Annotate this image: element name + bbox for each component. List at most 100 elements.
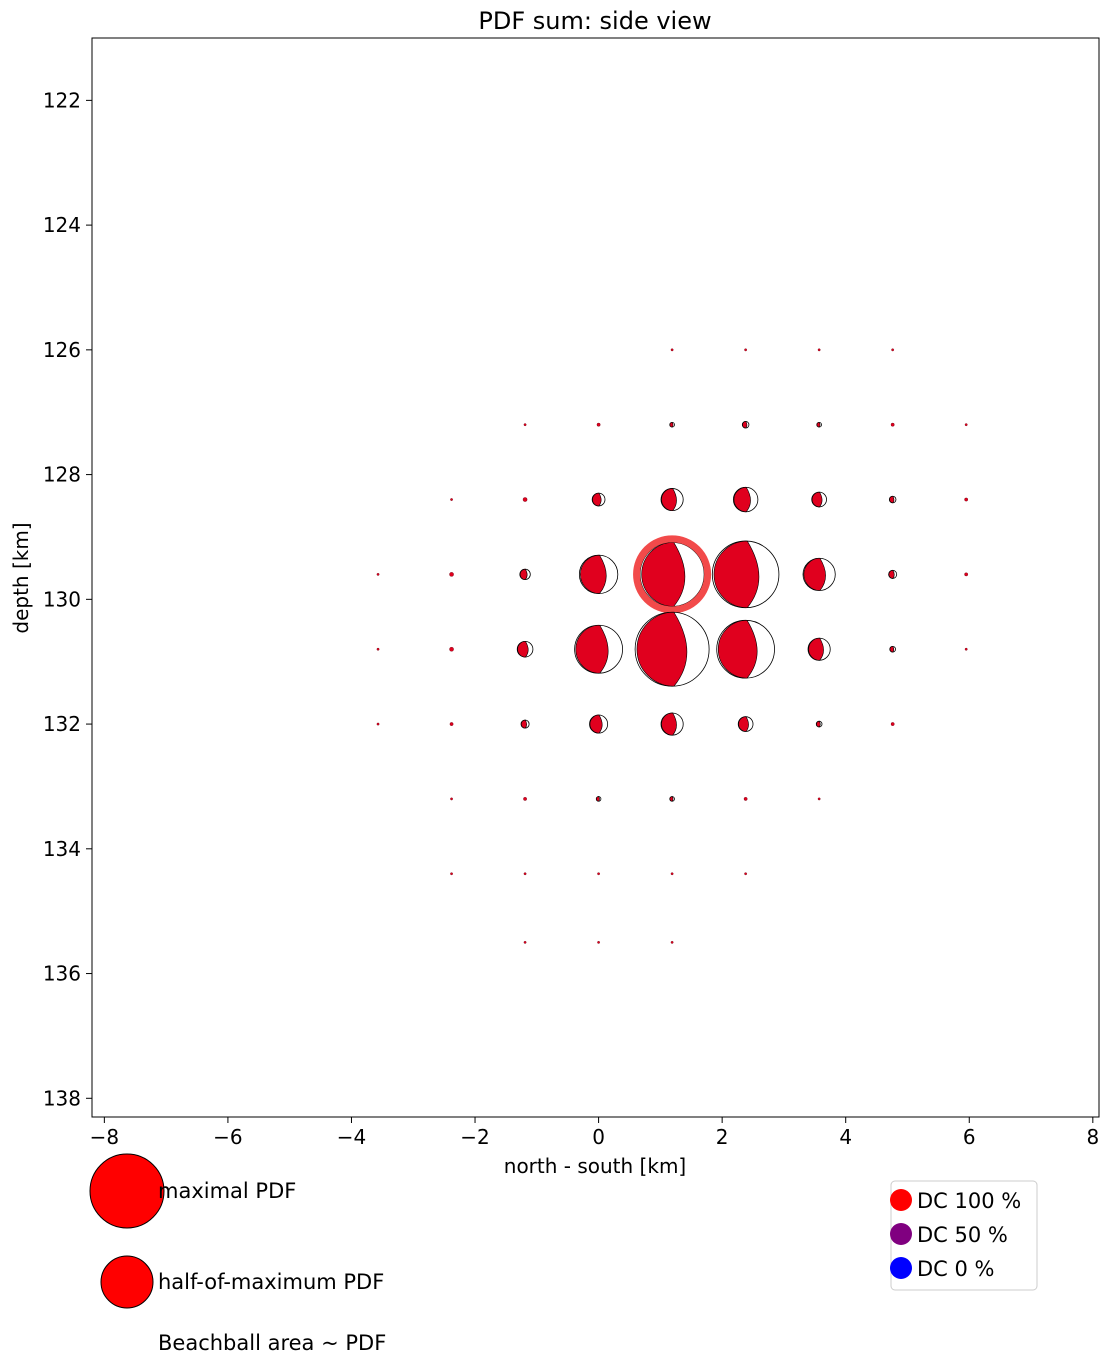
beachball <box>523 872 527 876</box>
beachball-lobe <box>888 570 895 579</box>
beachball-dot <box>964 647 968 651</box>
beachball <box>888 569 898 579</box>
x-axis-label: north - south [km] <box>504 1154 686 1178</box>
beachball-lobe <box>596 796 600 802</box>
beachball <box>449 646 454 652</box>
beachball-dot <box>670 872 674 876</box>
beachball-dot <box>670 348 674 352</box>
dc-legend-swatch <box>890 1223 912 1245</box>
beachball-dot <box>450 797 453 801</box>
beachball-dot <box>522 497 528 502</box>
beachball-lobe <box>661 712 677 736</box>
beachball-lobe <box>742 421 748 429</box>
beachball <box>732 486 759 513</box>
beachball <box>520 719 530 729</box>
dc-legend-label: DC 50 % <box>917 1223 1008 1247</box>
beachball-dot <box>450 498 453 501</box>
chart-title: PDF sum: side view <box>478 7 711 35</box>
beachball-lobe <box>713 540 760 608</box>
beachball-lobe <box>816 720 821 728</box>
dc-legend-swatch <box>890 1257 912 1279</box>
beachball-dot <box>890 422 895 427</box>
dc-legend-label: DC 100 % <box>917 1189 1021 1213</box>
beachball <box>964 647 968 651</box>
beachball-lobe <box>575 624 609 674</box>
beachball <box>639 541 705 607</box>
beachball-lobe <box>517 641 529 658</box>
beachball <box>807 637 831 661</box>
beachball <box>596 422 601 427</box>
beachball <box>578 554 619 595</box>
y-tick-label: 126 <box>43 338 81 362</box>
beachball <box>669 796 675 802</box>
beachball <box>523 423 527 427</box>
beachball <box>890 422 895 427</box>
beachball-dot <box>596 422 601 427</box>
beachball-dot <box>523 940 527 944</box>
beachball-dot <box>449 722 454 726</box>
x-axis: −8 −6 −4 −2 0 2 4 6 8 <box>90 1117 1099 1149</box>
beachball <box>450 872 453 876</box>
beachball-dot <box>891 348 895 352</box>
beachball <box>964 423 968 427</box>
beachball <box>889 645 896 653</box>
beachball-dot <box>376 573 380 576</box>
beachball-lobe <box>889 646 895 653</box>
beachball <box>670 940 674 944</box>
beachball-dot <box>890 722 895 726</box>
beachball-lobe <box>803 557 826 591</box>
size-legend: maximal PDF half-of-maximum PDF Beachbal… <box>89 1153 386 1355</box>
beachball <box>450 498 453 501</box>
beachball-lobe <box>738 716 749 732</box>
beachball-dot <box>743 797 748 801</box>
beachball <box>816 421 822 428</box>
beachball-lobe <box>520 719 527 729</box>
best-solution-ring <box>633 535 712 614</box>
beachball-dot <box>449 646 454 652</box>
beachball <box>516 640 534 658</box>
beachball-area-note: Beachball area ~ PDF <box>158 1331 386 1355</box>
beachball <box>890 722 895 726</box>
max-pdf-swatch <box>89 1153 165 1229</box>
y-tick-label: 134 <box>43 837 81 861</box>
beachball-lobe <box>661 488 677 511</box>
dc-legend-swatch <box>890 1189 912 1211</box>
beachball <box>597 872 600 876</box>
x-tick-label: 8 <box>1086 1125 1099 1149</box>
beachball-dot <box>964 423 968 427</box>
beachball <box>449 572 454 577</box>
beachball-dot <box>597 872 600 876</box>
x-tick-label: 6 <box>963 1125 976 1149</box>
beachball <box>711 540 780 609</box>
beachball-dot <box>523 872 527 876</box>
beachball <box>737 716 754 732</box>
beachball-dot <box>817 348 821 352</box>
beachball <box>817 797 821 801</box>
beachball <box>523 940 527 944</box>
beachball <box>634 611 710 687</box>
half-pdf-label: half-of-maximum PDF <box>158 1270 384 1294</box>
beachball-dot <box>449 572 454 577</box>
dc-legend-label: DC 0 % <box>917 1257 995 1281</box>
beachball <box>449 722 454 726</box>
beachball <box>591 492 606 507</box>
plot-frame <box>91 37 1100 1118</box>
x-tick-label: −8 <box>90 1125 119 1149</box>
beachball-markers <box>376 348 969 944</box>
beachball-lobe <box>592 492 602 507</box>
half-pdf-swatch <box>100 1255 154 1309</box>
beachball-dot <box>523 423 527 427</box>
y-axis: 122 124 126 128 130 132 134 136 138 <box>43 88 92 1110</box>
beachball <box>964 572 969 577</box>
beachball <box>815 720 823 728</box>
beachball <box>891 348 895 352</box>
beachball <box>595 796 602 802</box>
beachball-lobe <box>889 495 895 504</box>
beachball <box>519 568 531 581</box>
beachball-dot <box>964 572 969 577</box>
beachball <box>669 421 675 428</box>
beachball-dot <box>744 872 747 876</box>
max-pdf-label: maximal PDF <box>158 1179 296 1203</box>
beachball-lobe <box>519 568 528 580</box>
beachball-dot <box>817 797 821 801</box>
